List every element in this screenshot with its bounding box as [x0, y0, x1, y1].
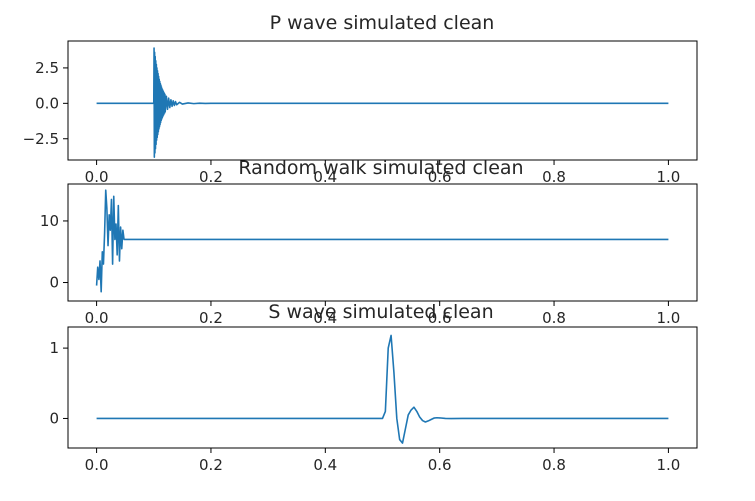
- y-tick-label: 0.0: [35, 94, 59, 112]
- series-line: [95, 189, 669, 293]
- subplot-random-walk: 0.0 0.2 0.4 0.6 0.8 1.0 10 0 Random walk simulat…: [40, 157, 698, 327]
- plot-area: [96, 334, 669, 444]
- chart-title: S wave simulated clean: [268, 301, 493, 323]
- x-tick-label: 0.8: [542, 168, 566, 186]
- x-tick-label: 0.0: [85, 309, 109, 327]
- plot-area: [95, 189, 669, 293]
- x-tick-label: 0.0: [85, 168, 109, 186]
- subplot-p-wave: 0.0 0.2 0.4 0.6 0.8 1.0 2.5 0.0 −2.5 P wave simul…: [23, 12, 698, 186]
- x-tick-label: 0.4: [313, 456, 337, 474]
- plot-area: [96, 47, 669, 158]
- series-line: [96, 47, 669, 158]
- x-tick-label: 0.4: [313, 168, 337, 186]
- y-tick-label: 10: [40, 212, 59, 230]
- y-tick-label: −2.5: [23, 130, 59, 148]
- chart-title: Random walk simulated clean: [238, 157, 523, 179]
- subplot-s-wave: 0.0 0.2 0.4 0.6 0.8 1.0 1 0 S wave simulated cle…: [49, 301, 698, 474]
- axes-frame: [67, 183, 698, 302]
- axes-frame: [67, 40, 698, 161]
- x-tick-label: 0.2: [199, 309, 223, 327]
- x-tick-label: 0.0: [85, 456, 109, 474]
- y-tick-label: 0: [49, 409, 59, 427]
- x-tick-label: 0.2: [199, 456, 223, 474]
- series-line: [96, 334, 669, 444]
- x-tick-label: 0.2: [199, 168, 223, 186]
- x-tick-label: 0.8: [542, 456, 566, 474]
- y-tick-label: 0: [49, 274, 59, 292]
- y-tick-label: 2.5: [35, 59, 59, 77]
- x-tick-label: 1.0: [656, 168, 680, 186]
- x-tick-label: 0.6: [428, 456, 452, 474]
- x-tick-label: 1.0: [656, 309, 680, 327]
- x-tick-label: 1.0: [656, 456, 680, 474]
- chart-title: P wave simulated clean: [270, 12, 495, 34]
- x-tick-label: 0.8: [542, 309, 566, 327]
- x-tick-label: 0.4: [313, 309, 337, 327]
- axes-frame: [67, 326, 698, 449]
- x-tick-label: 0.6: [428, 168, 452, 186]
- x-tick-label: 0.6: [428, 309, 452, 327]
- y-tick-label: 1: [49, 339, 59, 357]
